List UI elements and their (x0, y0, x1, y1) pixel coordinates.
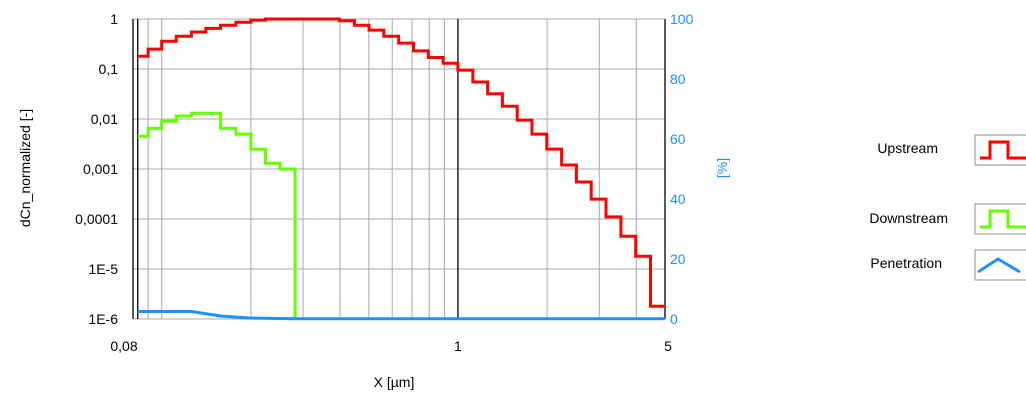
y2-tick-label: 60 (670, 131, 686, 147)
legend-swatch-penetration (974, 249, 1026, 281)
minor-gridlines (133, 18, 665, 320)
y2-tick-label: 0 (670, 311, 678, 327)
legend-label-penetration: Penetration (870, 255, 942, 271)
y-tick-label: 0,001 (83, 161, 118, 177)
y-tick-label: 0,01 (91, 111, 118, 127)
y-tick-label: 0,0001 (75, 211, 118, 227)
legend-label-upstream: Upstream (877, 140, 938, 156)
y2-tick-label: 100 (670, 11, 694, 27)
legend-swatch-upstream (974, 134, 1026, 166)
y-axis-label: dCn_normalized [-] (17, 109, 33, 227)
legend-swatch-downstream (974, 203, 1026, 235)
x-tick-label: 1 (454, 338, 462, 354)
x-tick-label: 0,08 (110, 338, 137, 354)
y-tick-label: 0,1 (99, 61, 119, 77)
x-tick-label: 5 (664, 338, 672, 354)
y2-tick-label: 20 (670, 251, 686, 267)
left-axis-ticks: 1 0,1 0,01 0,001 0,0001 1E-5 1E-6 (75, 11, 118, 327)
series-penetration-line (137, 310, 665, 321)
x-axis-label: X [µm] (374, 374, 415, 390)
series-upstream-line (137, 17, 665, 308)
x-axis-ticks: 0,08 1 5 (110, 338, 672, 354)
right-axis-ticks: 100 80 60 40 20 0 (670, 11, 694, 327)
legend-label-downstream: Downstream (869, 210, 948, 226)
y2-tick-label: 40 (670, 191, 686, 207)
series-layer (137, 17, 665, 321)
y2-axis-label: [%] (714, 158, 730, 178)
y2-tick-label: 80 (670, 71, 686, 87)
series-downstream-line (137, 111, 297, 319)
y-tick-label: 1 (110, 11, 118, 27)
y-tick-label: 1E-6 (88, 311, 118, 327)
legend: Upstream Downstream Penetration (869, 134, 1026, 281)
y-tick-label: 1E-5 (88, 261, 118, 277)
